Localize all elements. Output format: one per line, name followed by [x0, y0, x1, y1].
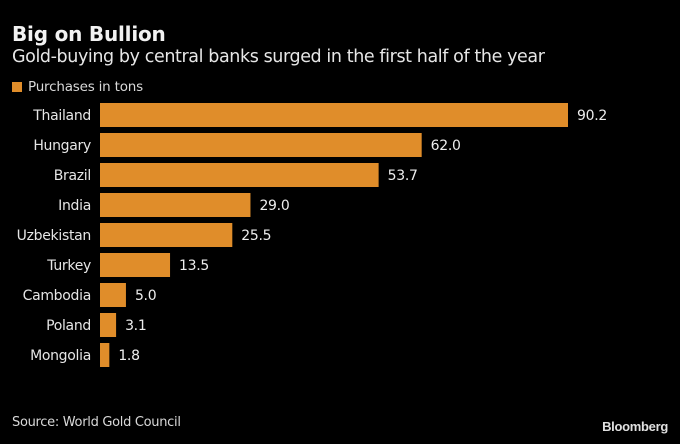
bar-group-uzbekistan: Uzbekistan 25.5: [17, 223, 272, 247]
bar: [100, 313, 117, 337]
chart-subtitle: Gold-buying by central banks surged in t…: [12, 47, 545, 67]
category-label: Turkey: [46, 258, 91, 274]
value-label: 25.5: [241, 228, 271, 244]
value-label: 62.0: [431, 138, 461, 154]
bar-group-brazil: Brazil 53.7: [54, 163, 418, 187]
value-label: 13.5: [179, 258, 209, 274]
bar: [100, 223, 233, 247]
category-label: Hungary: [33, 138, 91, 154]
bar: [100, 253, 171, 277]
category-label: India: [58, 198, 91, 214]
legend-label: Purchases in tons: [28, 79, 143, 95]
value-label: 5.0: [135, 288, 156, 304]
bar-group-thailand: Thailand 90.2: [32, 103, 607, 127]
bar: [100, 103, 568, 127]
bloomberg-logo: Bloomberg: [602, 419, 668, 434]
value-label: 29.0: [259, 198, 289, 214]
value-label: 1.8: [118, 348, 139, 364]
category-label: Cambodia: [23, 288, 91, 304]
category-label: Uzbekistan: [17, 228, 91, 244]
legend: Purchases in tons: [12, 79, 143, 95]
bar: [100, 343, 110, 367]
category-label: Brazil: [54, 168, 91, 184]
bar-group-turkey: Turkey 13.5: [46, 253, 209, 277]
category-label: Thailand: [32, 108, 91, 124]
bar: [100, 133, 422, 157]
bar-group-hungary: Hungary 62.0: [33, 133, 461, 157]
bar-group-india: India 29.0: [58, 193, 290, 217]
bar: [100, 283, 126, 307]
bar-group-mongolia: Mongolia 1.8: [30, 343, 140, 367]
source-note: Source: World Gold Council: [12, 415, 181, 430]
legend-swatch: [12, 82, 22, 92]
value-label: 90.2: [577, 108, 607, 124]
bar: [100, 163, 379, 187]
value-label: 53.7: [388, 168, 418, 184]
category-label: Mongolia: [30, 348, 91, 364]
category-label: Poland: [46, 318, 91, 334]
bar-group-cambodia: Cambodia 5.0: [23, 283, 157, 307]
bar-group-poland: Poland 3.1: [46, 313, 147, 337]
chart-title: Big on Bullion: [12, 22, 166, 46]
value-label: 3.1: [125, 318, 146, 334]
bar: [100, 193, 251, 217]
